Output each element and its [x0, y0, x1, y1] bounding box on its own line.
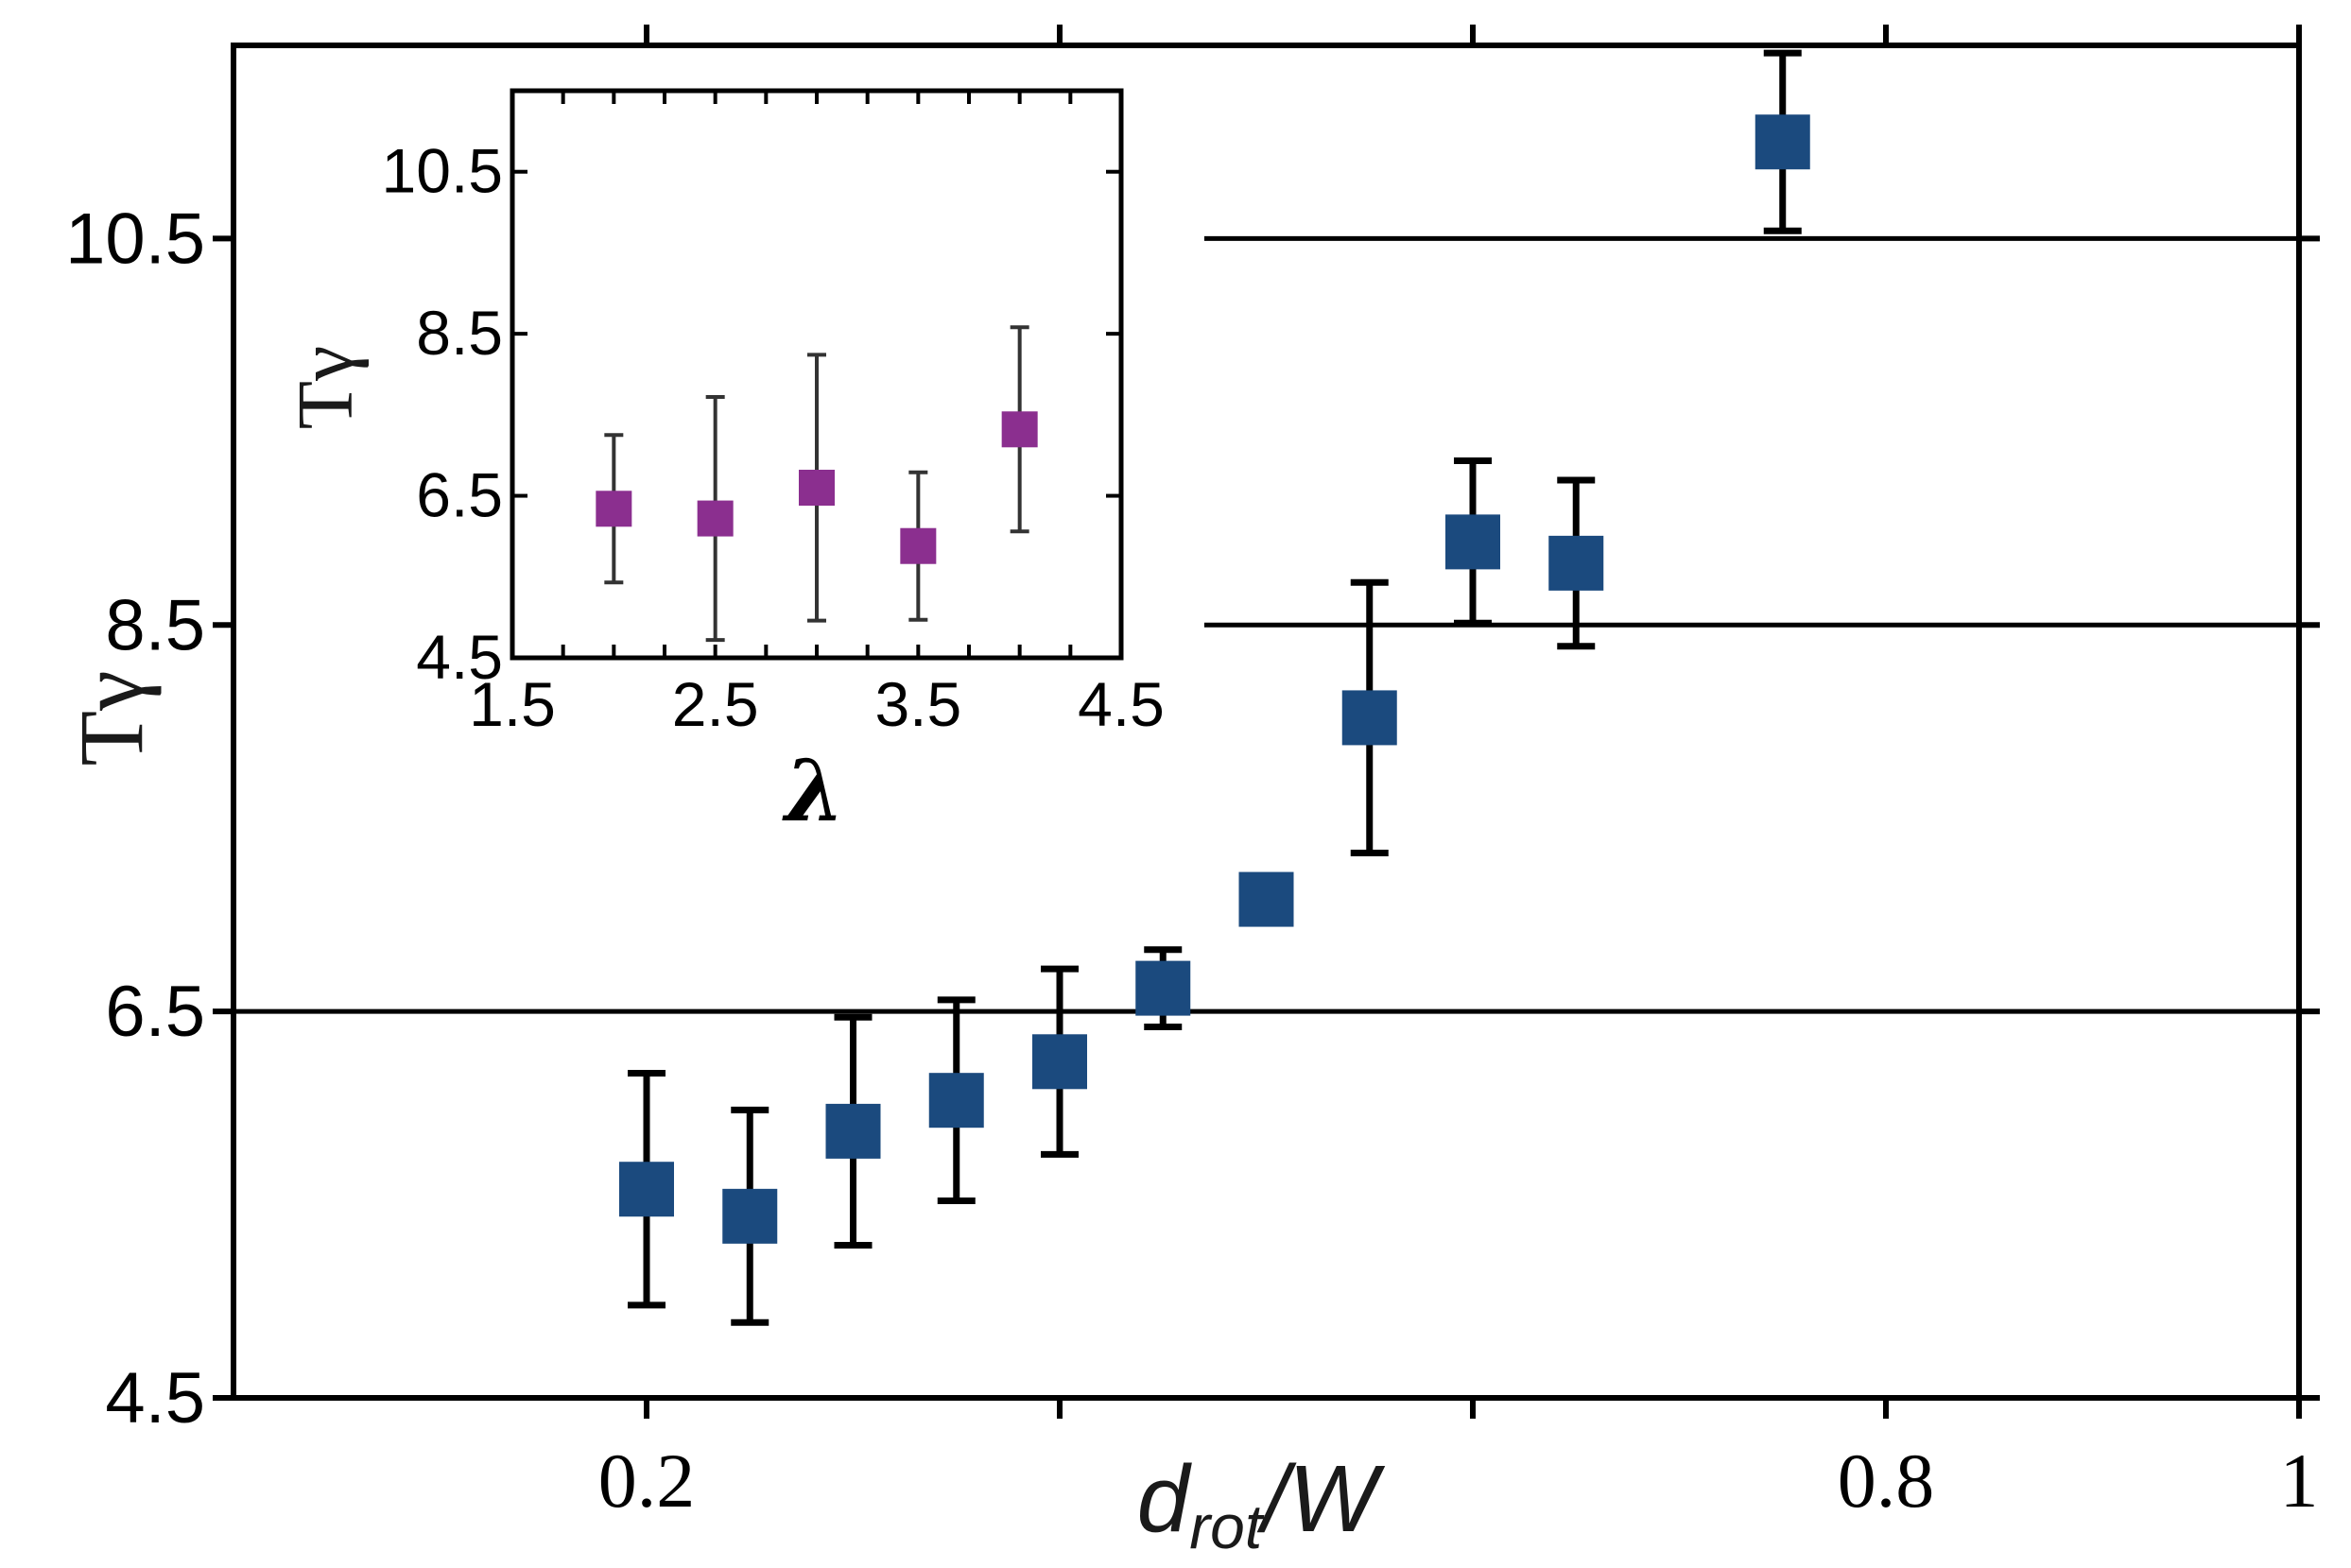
data-point: [1755, 114, 1810, 170]
main-x-axis-title-main: d: [1137, 1446, 1193, 1552]
inset-x-ticks: 1.5 2.5 3.5 4.5: [469, 91, 1165, 739]
main-x-axis-title-tail: /W: [1256, 1446, 1386, 1552]
data-point: [1341, 690, 1397, 746]
inset-data-point: [596, 491, 632, 527]
x-tick-label: 1: [2280, 1438, 2319, 1524]
data-point: [928, 1073, 984, 1129]
inset-data-point: [697, 500, 734, 537]
y-tick-label: 10.5: [65, 198, 205, 279]
data-point: [1135, 960, 1191, 1016]
main-x-ticks: 0.2 0.8 1: [598, 25, 2319, 1524]
inset-data-points: [596, 325, 1038, 643]
inset-y-axis-title: Tγ: [282, 346, 370, 429]
main-y-axis-title: Tγ: [61, 670, 162, 766]
inset-data-point: [900, 527, 937, 564]
y-tick-label: 8.5: [105, 585, 205, 665]
data-point: [722, 1188, 778, 1244]
x-tick-label: 0.2: [598, 1438, 696, 1524]
inset-data-point: [1001, 411, 1038, 448]
x-tick-label: 0.8: [1838, 1438, 1935, 1524]
y-tick-label: 6.5: [105, 972, 205, 1052]
inset-data-point: [799, 470, 835, 506]
main-reference-lines: [233, 235, 2299, 1014]
main-plot-frame: [231, 43, 2302, 1401]
main-x-axis-title: drot/W: [1137, 1446, 1386, 1561]
data-point: [825, 1103, 881, 1159]
inset-y-ticks: 4.5 6.5 8.5 10.5: [382, 136, 1121, 692]
y-tick-label: 4.5: [105, 1358, 205, 1439]
inset-x-tick-label: 3.5: [874, 669, 961, 739]
inset-x-tick-label: 1.5: [469, 669, 556, 739]
inset-y-tick-label: 8.5: [416, 298, 503, 368]
data-point: [1445, 514, 1500, 570]
inset-x-tick-label: 2.5: [672, 669, 759, 739]
main-x-axis-title-sub: rot: [1189, 1491, 1265, 1561]
main-y-ticks: 4.5 6.5 8.5 10.5: [65, 198, 2320, 1439]
data-point: [1032, 1034, 1087, 1090]
data-point: [1238, 871, 1294, 927]
data-point: [619, 1162, 674, 1217]
data-point: [1548, 535, 1604, 591]
inset-plot: 1.5 2.5 3.5 4.5 4.5 6.5 8.5 10.5 Tγ λ: [282, 88, 1165, 841]
inset-x-tick-label: 4.5: [1078, 669, 1165, 739]
inset-y-tick-label: 4.5: [416, 622, 503, 692]
inset-y-tick-label: 6.5: [416, 460, 503, 530]
inset-x-axis-title: λ: [781, 741, 844, 841]
main-data-points: [619, 49, 1810, 1326]
inset-y-tick-label: 10.5: [382, 136, 503, 206]
